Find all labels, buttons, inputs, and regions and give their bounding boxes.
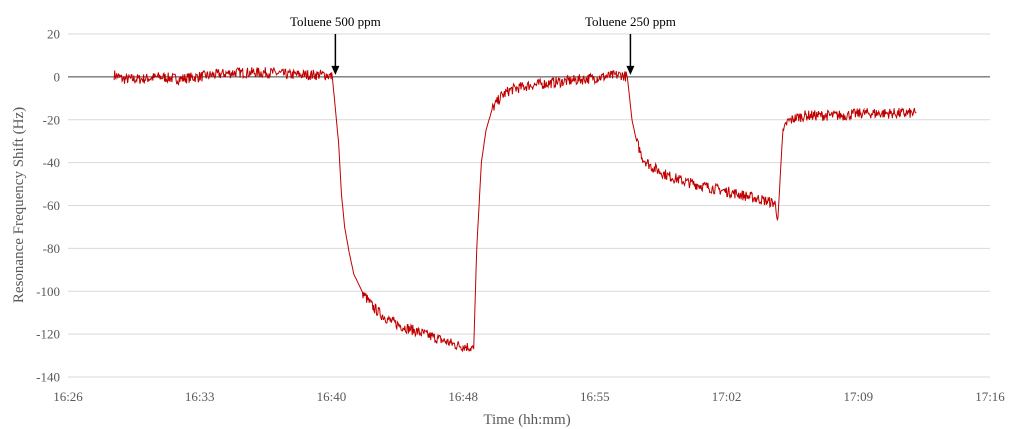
y-tick-label: 20 — [47, 27, 60, 42]
y-tick-label: -60 — [43, 198, 60, 213]
y-tick-label: -40 — [43, 155, 60, 170]
gridlines — [68, 33, 990, 378]
annotation-arrowhead — [331, 65, 340, 75]
y-tick-label: 0 — [54, 69, 61, 84]
y-tick-label: -100 — [36, 284, 60, 299]
y-tick-label: -20 — [43, 112, 60, 127]
series-line — [113, 66, 917, 353]
y-tick-label: -80 — [43, 241, 60, 256]
y-tick-label: -140 — [36, 370, 60, 385]
x-tick-label: 16:26 — [53, 389, 83, 404]
annotation-arrowhead — [626, 65, 635, 75]
y-tick-labels: 20 0 -20 -40 -60 -80 -100 -120 -140 — [36, 27, 60, 385]
y-tick-label: -120 — [36, 327, 60, 342]
x-tick-label: 16:40 — [317, 389, 347, 404]
x-tick-labels: 16:26 16:33 16:40 16:48 16:55 17:02 17:09 17:16 — [53, 389, 1005, 404]
series-layer — [113, 66, 917, 353]
x-tick-label: 16:33 — [185, 389, 215, 404]
annotation-label: Toluene 500 ppm — [290, 14, 381, 29]
x-tick-label: 16:55 — [580, 389, 610, 404]
annotation-label: Toluene 250 ppm — [585, 14, 676, 29]
x-tick-label: 17:16 — [975, 389, 1005, 404]
y-axis-title: Resonance Frequency Shift (Hz) — [11, 107, 27, 303]
x-tick-label: 16:48 — [448, 389, 478, 404]
annotations: Toluene 500 ppm Toluene 250 ppm — [290, 14, 676, 75]
x-axis-title: Time (hh:mm) — [483, 412, 570, 428]
x-tick-label: 17:02 — [712, 389, 742, 404]
x-tick-label: 17:09 — [843, 389, 873, 404]
